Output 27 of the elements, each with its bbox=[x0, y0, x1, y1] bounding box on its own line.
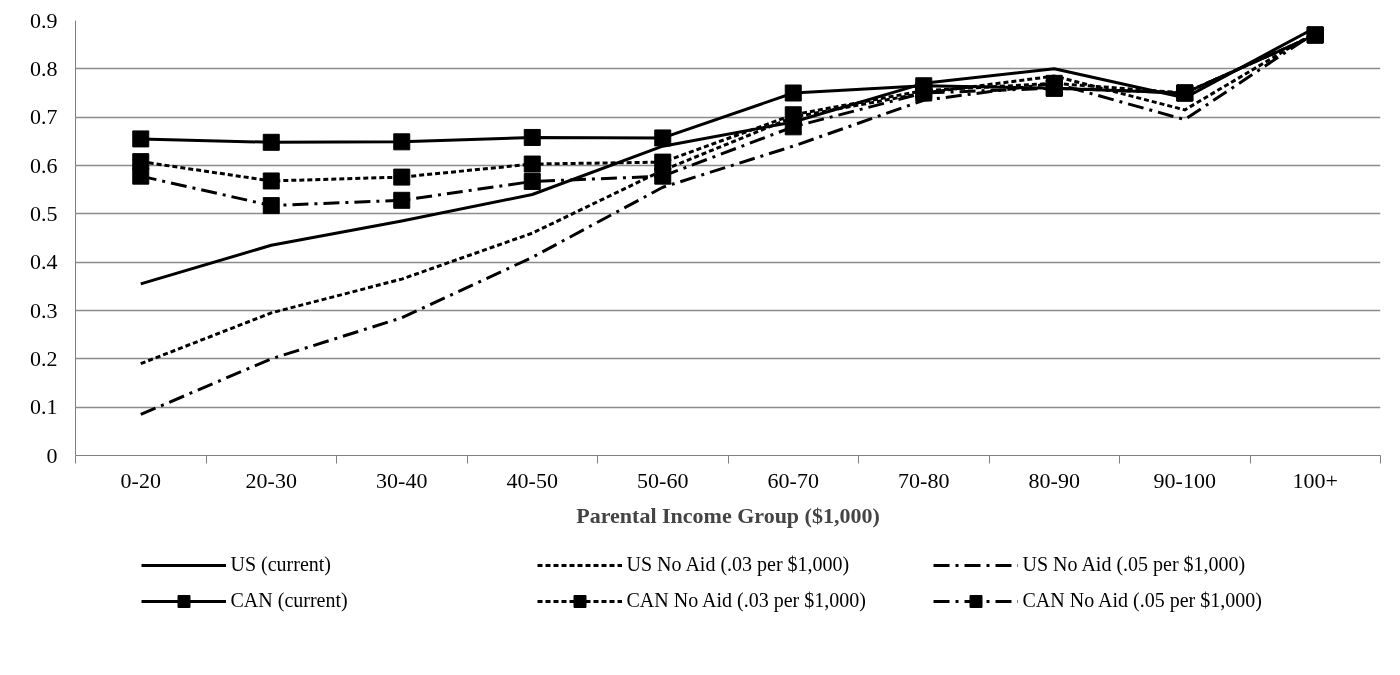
legend-label: CAN (current) bbox=[230, 589, 349, 612]
legend-label: US No Aid (.03 per $1,000) bbox=[626, 553, 851, 576]
y-tick-label: 0.7 bbox=[30, 104, 58, 130]
y-tick-label: 0.3 bbox=[30, 297, 58, 323]
x-tick-label: 0-20 bbox=[120, 467, 161, 493]
y-tick-label: 0.5 bbox=[30, 200, 58, 226]
y-tick-label: 0.9 bbox=[30, 7, 58, 33]
x-tick-label: 90-100 bbox=[1153, 467, 1216, 493]
x-tick-label: 70-80 bbox=[898, 467, 950, 493]
y-tick-label: 0.4 bbox=[30, 249, 58, 275]
x-axis-title: Parental Income Group ($1,000) bbox=[576, 502, 880, 528]
y-tick-label: 0.6 bbox=[30, 152, 58, 178]
legend-label: US No Aid (.05 per $1,000) bbox=[1022, 553, 1247, 576]
x-tick-label: 50-60 bbox=[637, 467, 689, 493]
x-tick-label: 20-30 bbox=[245, 467, 297, 493]
x-tick-label: 80-90 bbox=[1028, 467, 1080, 493]
legend-label: US (current) bbox=[230, 553, 333, 576]
y-tick-label: 0.1 bbox=[30, 394, 58, 420]
x-tick-label: 60-70 bbox=[767, 467, 819, 493]
x-tick-label: 30-40 bbox=[376, 467, 428, 493]
legend-label: CAN No Aid (.05 per $1,000) bbox=[1022, 589, 1263, 612]
x-tick-label: 40-50 bbox=[506, 467, 558, 493]
y-tick-label: 0.2 bbox=[30, 345, 58, 371]
y-tick-label: 0 bbox=[46, 442, 58, 468]
legend-label: CAN No Aid (.03 per $1,000) bbox=[626, 589, 867, 612]
x-tick-label: 100+ bbox=[1292, 467, 1338, 493]
y-tick-label: 0.8 bbox=[30, 55, 58, 81]
